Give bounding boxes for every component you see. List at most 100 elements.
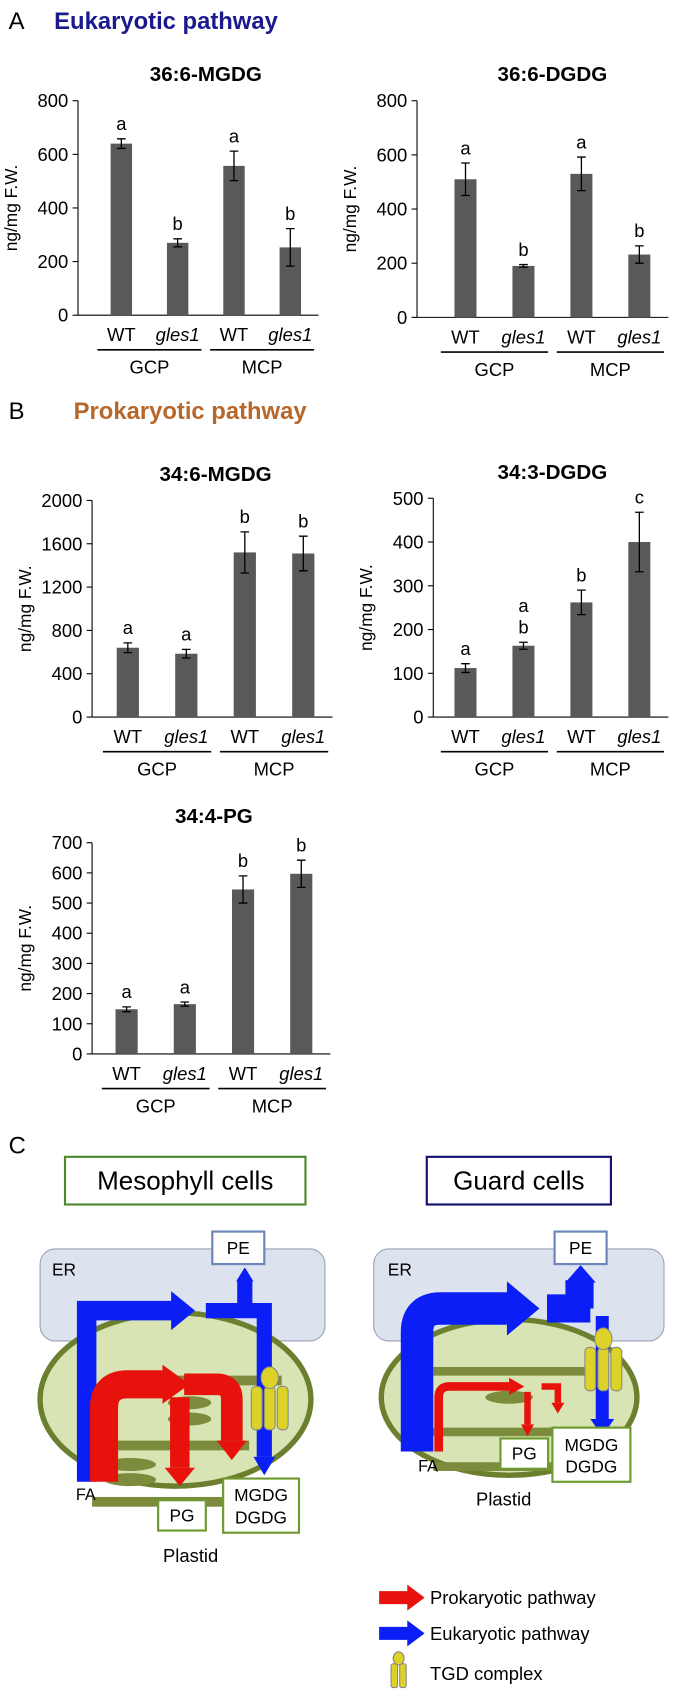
er-label: ER bbox=[388, 1259, 412, 1279]
pe-box bbox=[211, 1230, 266, 1266]
y-axis-label: ng/mg F.W. bbox=[15, 905, 35, 992]
arrow-head bbox=[509, 1377, 525, 1396]
galactolipid-box bbox=[551, 1426, 632, 1483]
bar bbox=[166, 242, 189, 316]
y-tick-label: 500 bbox=[52, 893, 83, 914]
x-tick-label: gles1 bbox=[163, 1063, 207, 1084]
dgdg-label: DGDG bbox=[565, 1457, 617, 1477]
tgd-complex bbox=[263, 1385, 276, 1431]
bar bbox=[115, 1009, 138, 1054]
significance-letter: a bbox=[229, 125, 240, 146]
y-tick-label: 0 bbox=[397, 307, 407, 328]
significance-letter: b bbox=[634, 220, 644, 241]
plastid-label: Plastid bbox=[476, 1489, 531, 1510]
group-label: GCP bbox=[475, 759, 515, 780]
x-tick-label: gles1 bbox=[281, 726, 325, 747]
panel-label: C bbox=[9, 1132, 26, 1159]
x-tick-label: gles1 bbox=[156, 324, 200, 345]
error-bar bbox=[298, 535, 308, 572]
x-tick-label: gles1 bbox=[279, 1063, 323, 1084]
x-tick-label: WT bbox=[567, 726, 596, 747]
panel-title: Prokaryotic pathway bbox=[74, 398, 308, 425]
bar bbox=[223, 165, 245, 316]
pg-box bbox=[499, 1437, 550, 1470]
eukaryotic-arrow bbox=[547, 1280, 594, 1323]
y-tick-label: 500 bbox=[393, 488, 424, 509]
bar bbox=[116, 647, 139, 718]
fa-label: FA bbox=[76, 1486, 96, 1504]
chart-title: 34:6-MGDG bbox=[160, 463, 272, 486]
x-tick-label: WT bbox=[112, 1063, 141, 1084]
x-tick-label: WT bbox=[220, 324, 249, 345]
y-tick-label: 800 bbox=[38, 90, 69, 111]
y-tick-label: 600 bbox=[377, 144, 408, 165]
y-tick-label: 200 bbox=[52, 983, 83, 1004]
y-tick-label: 400 bbox=[52, 663, 83, 684]
group-label: MCP bbox=[252, 1095, 293, 1116]
bar bbox=[279, 247, 302, 316]
group-label: MCP bbox=[590, 759, 631, 780]
group-label: MCP bbox=[590, 359, 631, 380]
bar bbox=[173, 1004, 196, 1054]
y-tick-label: 600 bbox=[38, 144, 69, 165]
thylakoid bbox=[422, 1427, 553, 1437]
error-bar bbox=[181, 648, 191, 659]
y-axis-label: ng/mg F.W. bbox=[1, 165, 21, 252]
x-tick-label: WT bbox=[451, 726, 480, 747]
cell-type-box bbox=[63, 1155, 307, 1206]
tgd-complex bbox=[597, 1346, 610, 1392]
y-tick-label: 0 bbox=[58, 305, 68, 326]
tgd-complex bbox=[594, 1327, 613, 1351]
error-bar bbox=[173, 238, 182, 248]
bar bbox=[512, 645, 535, 718]
error-bar bbox=[116, 138, 126, 150]
x-tick-label: WT bbox=[229, 1063, 258, 1084]
error-bar bbox=[461, 663, 470, 674]
guard-cell-diagram: Guard cells ER PE FA PG MGDG DGDG Plasti… bbox=[373, 1155, 665, 1510]
bar bbox=[628, 254, 651, 318]
pe-label: PE bbox=[227, 1238, 250, 1258]
error-bar bbox=[180, 1001, 190, 1007]
thylakoid bbox=[485, 1390, 533, 1404]
significance-letter: b bbox=[238, 850, 248, 871]
bar bbox=[454, 668, 477, 718]
panel-label: A bbox=[9, 8, 25, 35]
mesophyll-diagram: Mesophyll cells ER PE FA PG MGDG DGDG bbox=[37, 1155, 326, 1566]
bar bbox=[570, 173, 593, 318]
y-tick-label: 0 bbox=[72, 707, 82, 728]
y-tick-label: 100 bbox=[393, 663, 424, 684]
y-tick-label: 200 bbox=[393, 619, 424, 640]
tgd-complex bbox=[260, 1366, 279, 1390]
x-tick-label: WT bbox=[567, 326, 596, 347]
tgd-complex bbox=[276, 1385, 289, 1431]
group-label: GCP bbox=[137, 759, 177, 780]
error-bar bbox=[577, 589, 586, 616]
pg-box bbox=[157, 1499, 207, 1532]
y-axis-label: ng/mg F.W. bbox=[15, 565, 35, 652]
y-tick-label: 800 bbox=[52, 620, 83, 641]
y-tick-label: 600 bbox=[52, 862, 83, 883]
y-tick-label: 0 bbox=[72, 1043, 82, 1064]
bar bbox=[570, 602, 593, 718]
x-tick-label: gles1 bbox=[268, 324, 312, 345]
mgdg-label: MGDG bbox=[234, 1485, 288, 1505]
eukaryotic-arrow bbox=[76, 1300, 174, 1482]
y-tick-label: 400 bbox=[393, 532, 424, 553]
error-bar bbox=[229, 150, 239, 182]
significance-letter: b bbox=[240, 506, 250, 527]
galactolipid-box bbox=[222, 1477, 301, 1534]
x-tick-label: gles1 bbox=[617, 326, 661, 347]
pe-label: PE bbox=[569, 1238, 592, 1258]
chart-title: 36:6-MGDG bbox=[150, 63, 262, 86]
chart-title: 34:3-DGDG bbox=[498, 461, 608, 484]
error-bar bbox=[122, 1006, 131, 1013]
y-tick-label: 700 bbox=[52, 832, 83, 853]
legend-label: Eukaryotic pathway bbox=[430, 1623, 590, 1644]
significance-letter: b bbox=[296, 835, 306, 856]
error-bar bbox=[635, 511, 644, 573]
significance-letter: a bbox=[181, 624, 192, 645]
significance-letter: c bbox=[635, 487, 644, 508]
significance-letter: a bbox=[121, 981, 132, 1002]
arrow-head bbox=[164, 1467, 195, 1487]
x-tick-label: gles1 bbox=[501, 726, 545, 747]
